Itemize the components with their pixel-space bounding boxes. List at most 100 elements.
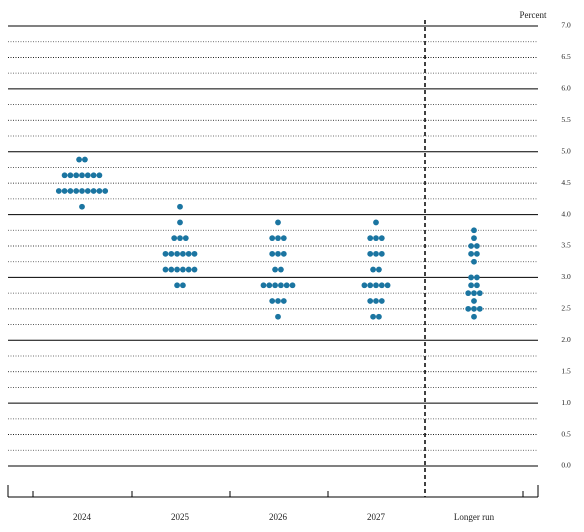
dot (162, 266, 169, 273)
dot (174, 282, 181, 289)
dot (96, 172, 103, 179)
dot (177, 203, 183, 210)
dot (468, 243, 474, 249)
dot (370, 313, 376, 320)
dot (471, 235, 477, 242)
dot (476, 290, 483, 297)
dot (61, 188, 68, 194)
dot (266, 282, 273, 289)
dot (191, 266, 198, 273)
dot (275, 313, 281, 320)
dot (471, 258, 477, 265)
y-tick-label: 6.0 (561, 84, 571, 93)
dot (168, 250, 175, 257)
y-tick-label: 1.5 (561, 366, 571, 375)
x-tick-label: 2027 (367, 512, 386, 522)
dot (384, 282, 391, 289)
dot (476, 305, 483, 312)
dot (278, 266, 284, 273)
dot (67, 188, 74, 194)
dot (373, 235, 379, 242)
dot (171, 235, 178, 242)
dot (280, 235, 287, 242)
y-tick-label: 4.0 (561, 209, 571, 218)
dot (367, 298, 374, 304)
y-tick-label: 2.0 (561, 335, 571, 344)
x-tick-label: 2025 (171, 512, 190, 522)
dot (162, 250, 169, 257)
dot (474, 243, 480, 249)
dot (471, 227, 477, 234)
dot (465, 290, 472, 297)
y-tick-label: 0.5 (561, 429, 571, 438)
x-tick-label: 2026 (269, 512, 288, 522)
dot (102, 188, 109, 194)
dot (180, 282, 186, 289)
y-tick-label: 5.0 (561, 146, 571, 155)
y-tick-label: 5.5 (561, 115, 571, 124)
dot (76, 156, 82, 163)
dot (185, 266, 192, 273)
dot (82, 156, 88, 163)
dot (289, 282, 296, 289)
dot (191, 250, 198, 257)
dot (283, 282, 290, 289)
dot (182, 235, 189, 242)
dot (79, 188, 85, 194)
dot (180, 250, 186, 257)
dot (272, 282, 278, 289)
y-tick-label: 7.0 (561, 21, 571, 30)
dot (471, 305, 477, 312)
dot (367, 282, 374, 289)
dot (474, 282, 480, 289)
dot (73, 188, 80, 194)
y-axis-label: Percent (520, 10, 547, 20)
x-tick-label: Longer run (454, 512, 495, 522)
dot (373, 219, 379, 226)
dot (474, 250, 480, 257)
dot (180, 266, 186, 273)
dot (378, 235, 385, 242)
dot (468, 250, 474, 257)
y-tick-label: 6.5 (561, 52, 571, 61)
dot (468, 282, 474, 289)
dot (61, 172, 68, 179)
dot (378, 298, 385, 304)
dot (275, 298, 281, 304)
dot (185, 250, 192, 257)
dot (84, 188, 91, 194)
dot (367, 235, 374, 242)
dot (55, 188, 62, 194)
x-tick-label: 2024 (73, 512, 92, 522)
dot (378, 282, 385, 289)
y-tick-label: 1.0 (561, 398, 571, 407)
dot (79, 203, 85, 210)
y-tick-label: 0.0 (561, 461, 571, 470)
dot (370, 266, 376, 273)
dot (373, 250, 379, 257)
dot (168, 266, 175, 273)
dot (269, 250, 276, 257)
dot (84, 172, 91, 179)
dot (79, 172, 85, 179)
dot (465, 305, 472, 312)
dot (471, 313, 477, 320)
dot (73, 172, 80, 179)
dot (373, 282, 379, 289)
dot (177, 219, 183, 226)
y-tick-label: 3.0 (561, 272, 571, 281)
y-tick-label: 3.5 (561, 241, 571, 250)
dot (90, 188, 97, 194)
dot (373, 298, 379, 304)
y-tick-label: 4.5 (561, 178, 571, 187)
dot (474, 274, 480, 281)
dot (361, 282, 368, 289)
x-axis-ticks (7, 485, 539, 497)
dot (471, 290, 477, 297)
dot (174, 250, 181, 257)
dot (269, 298, 276, 304)
dot (260, 282, 267, 289)
dot (376, 266, 382, 273)
dot (278, 282, 284, 289)
